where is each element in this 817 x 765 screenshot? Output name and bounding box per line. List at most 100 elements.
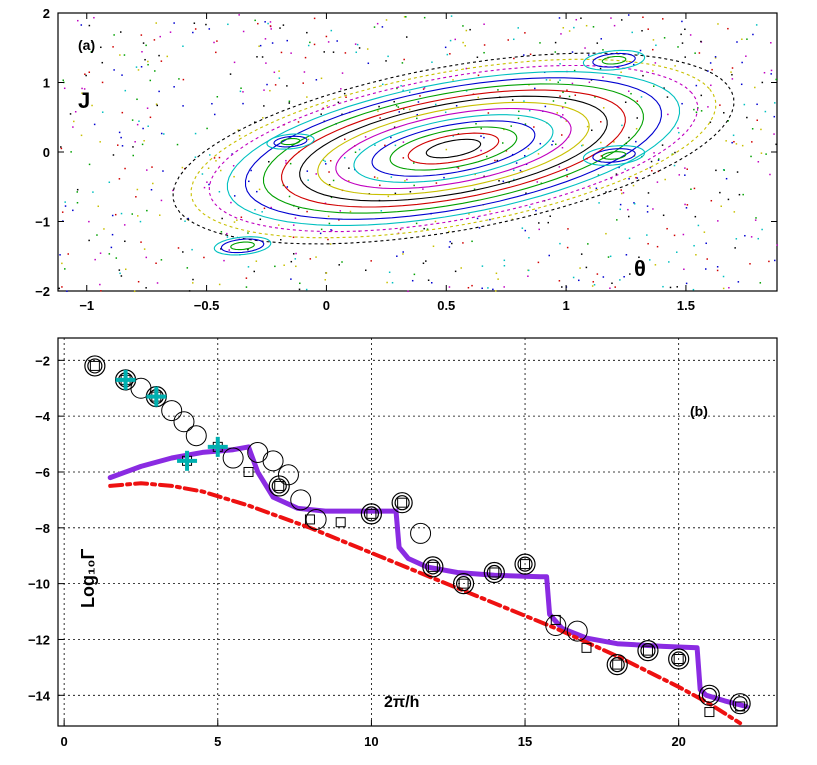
square-marker	[489, 567, 500, 578]
chaos-dot	[337, 101, 340, 104]
island-curve	[582, 145, 646, 166]
chaos-dot	[619, 208, 621, 211]
chaos-dot	[619, 77, 621, 79]
chaos-dot	[373, 26, 376, 28]
chaos-dot	[146, 107, 149, 109]
chaos-dot	[339, 210, 342, 212]
chaos-dot	[124, 167, 126, 170]
chaos-dot	[315, 79, 318, 81]
chaos-dot	[723, 112, 725, 114]
chaos-dot	[131, 213, 134, 215]
torus-curve	[172, 52, 735, 245]
chaos-dot	[719, 104, 721, 106]
chaos-dot	[668, 261, 670, 263]
circle-marker	[173, 411, 195, 433]
chaos-dot	[132, 154, 134, 157]
chaos-dot	[561, 106, 564, 109]
chaos-dot	[416, 117, 418, 120]
chaos-dot	[401, 62, 404, 64]
chaos-dot	[152, 182, 154, 185]
chaos-dot	[635, 176, 637, 179]
chaos-dot	[398, 111, 400, 113]
chaos-dot	[560, 116, 562, 119]
chaos-dot	[523, 54, 525, 56]
x-tick-label: 10	[364, 734, 378, 749]
chaos-dot	[700, 94, 703, 97]
chaos-dot	[320, 228, 323, 231]
chaos-dot	[297, 121, 300, 123]
chaos-dot	[474, 173, 476, 176]
chaos-dot	[637, 53, 639, 55]
chaos-dot	[393, 100, 395, 103]
panel-a-xlabel: θ	[634, 256, 646, 281]
double-circle-marker	[84, 355, 106, 377]
chaos-dot	[710, 84, 712, 87]
cross-marker	[207, 436, 228, 457]
chaos-dot	[431, 61, 433, 63]
chaos-dot	[303, 71, 306, 73]
chaos-dot	[545, 79, 548, 81]
chaos-dot	[695, 111, 698, 114]
chaos-dot	[657, 159, 660, 161]
chaos-dot	[315, 173, 317, 175]
chaos-dot	[497, 278, 499, 280]
chaos-dot	[143, 248, 146, 250]
chaos-dot	[697, 224, 700, 227]
chaos-dot	[67, 253, 69, 255]
chaos-dot	[307, 179, 309, 181]
chaos-dot	[465, 29, 468, 32]
chaos-dot	[621, 124, 623, 127]
chaos-dot	[568, 95, 571, 98]
chaos-dot	[462, 25, 464, 27]
chaos-dot	[636, 100, 639, 102]
chaos-dot	[430, 282, 433, 284]
chaos-dot	[101, 111, 104, 113]
double-circle-inner-marker	[425, 559, 441, 575]
chaos-dot	[329, 243, 332, 245]
chaos-dot	[667, 113, 669, 116]
chaos-dot	[757, 237, 760, 240]
chaos-dot	[727, 27, 729, 30]
chaos-dot	[698, 52, 701, 54]
chaos-dot	[605, 191, 607, 193]
circle-marker	[566, 620, 588, 642]
chaos-dot	[306, 170, 309, 172]
chaos-dot	[232, 165, 235, 167]
chaos-dot	[295, 265, 297, 268]
chaos-dot	[306, 210, 308, 213]
chaos-dot	[61, 262, 63, 265]
chaos-dot	[600, 141, 602, 144]
chaos-dot	[278, 77, 281, 79]
chaos-dot	[554, 143, 557, 146]
chaos-dot	[288, 100, 291, 103]
chaos-dot	[494, 159, 496, 162]
chaos-dot	[404, 180, 406, 182]
chaos-dot	[462, 242, 464, 244]
chaos-dot	[480, 149, 482, 152]
chaos-dot	[218, 190, 221, 193]
chaos-dot	[731, 141, 733, 144]
chaos-dot	[191, 248, 193, 251]
chaos-dot	[248, 180, 250, 183]
chaos-dot	[548, 254, 550, 257]
chaos-dot	[188, 290, 191, 292]
chaos-dot	[118, 178, 121, 180]
chaos-dot	[229, 73, 232, 75]
chaos-dot	[292, 253, 295, 255]
chaos-dot	[746, 116, 748, 119]
chaos-dot	[566, 175, 568, 178]
circle-marker	[222, 447, 244, 469]
chaos-dot	[319, 232, 322, 235]
chaos-dot	[422, 262, 425, 265]
invariant-tori	[172, 49, 735, 256]
chaos-dot	[290, 52, 292, 54]
chaos-dot	[194, 156, 197, 158]
chaos-dot	[616, 52, 618, 54]
chaos-dot	[751, 128, 754, 130]
chaos-dot	[769, 173, 771, 176]
chaos-dot	[60, 147, 63, 150]
chaos-dot	[503, 259, 506, 262]
chaos-dot	[238, 14, 240, 16]
chaos-dot	[59, 254, 61, 256]
chaos-dot	[211, 102, 213, 105]
